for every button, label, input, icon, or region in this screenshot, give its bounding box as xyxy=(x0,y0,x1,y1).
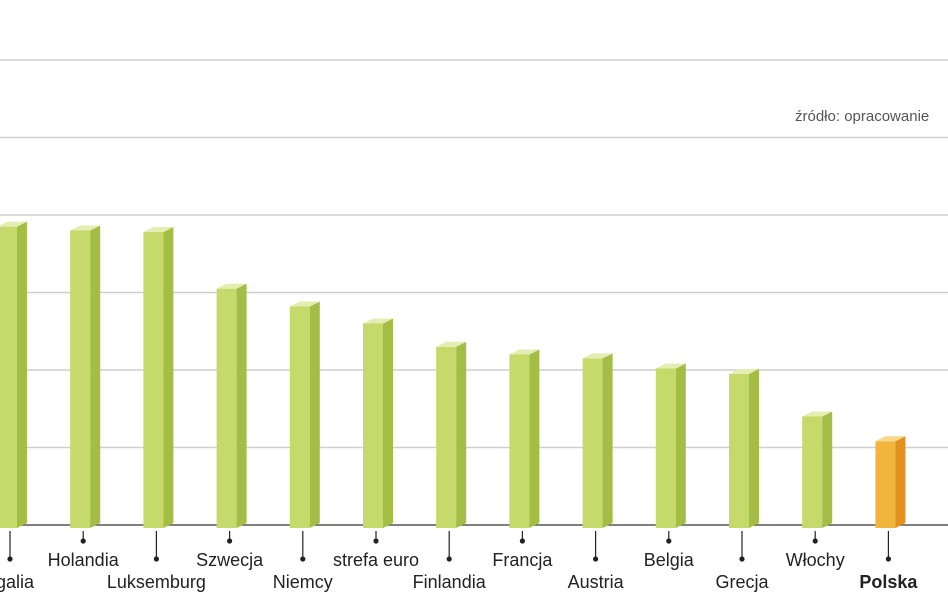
tick-dot xyxy=(666,538,672,544)
bar-side xyxy=(383,318,393,528)
bar-top xyxy=(875,436,906,442)
tick-dot xyxy=(227,538,233,544)
tick-label: Luksemburg xyxy=(107,572,206,592)
tick-dot xyxy=(812,538,818,544)
bar-side xyxy=(309,301,320,528)
tick-label: Grecja xyxy=(715,572,769,592)
tick-dot xyxy=(373,538,379,544)
bar-front xyxy=(582,358,603,528)
bar-side xyxy=(529,349,540,528)
bar-side xyxy=(90,225,101,528)
bar-top xyxy=(509,349,540,355)
bar-top xyxy=(729,368,759,374)
tick-label: Austria xyxy=(568,572,625,592)
tick-dot xyxy=(7,556,13,562)
bar-top xyxy=(363,318,393,324)
tick-label: Polska xyxy=(859,572,918,592)
bar-top xyxy=(70,225,101,231)
bar-top xyxy=(582,353,613,359)
bar-side xyxy=(749,368,759,528)
bar-front xyxy=(216,288,237,528)
tick-dot xyxy=(739,556,745,562)
bar-top xyxy=(655,363,686,369)
bar-side xyxy=(675,363,686,528)
tick-label: Szwecja xyxy=(196,550,264,570)
tick-label: Niemcy xyxy=(273,572,333,592)
bar-side xyxy=(456,341,467,528)
bar-front xyxy=(363,323,383,528)
tick-dot xyxy=(519,538,526,544)
tick-label: Finlandia xyxy=(413,572,487,592)
bar-front xyxy=(729,373,749,528)
bar-side xyxy=(17,221,27,528)
bar-front xyxy=(436,346,457,528)
tick-dot xyxy=(885,556,892,562)
tick-label: ugalia xyxy=(0,572,35,592)
bar-front xyxy=(802,416,823,528)
source-note: źródło: opracowanie xyxy=(795,108,930,125)
bar-front xyxy=(0,226,17,528)
bar-side xyxy=(822,411,833,528)
tick-dot xyxy=(80,538,86,544)
tick-dot xyxy=(300,556,306,562)
bar-front xyxy=(70,230,91,528)
tick-dot xyxy=(153,556,159,562)
bar-top xyxy=(0,221,27,227)
bar-top xyxy=(436,341,467,347)
bar-side xyxy=(163,227,174,529)
tick-dot xyxy=(593,556,599,562)
bar-front xyxy=(289,306,310,528)
bar-side xyxy=(602,353,613,528)
tick-label: Francja xyxy=(492,550,553,570)
tick-label: strefa euro xyxy=(333,550,419,570)
tick-label: Włochy xyxy=(786,550,845,570)
bar-front xyxy=(509,354,530,528)
tick-label: Holandia xyxy=(48,550,120,570)
bar-side xyxy=(895,436,906,528)
bar-top xyxy=(216,283,247,289)
bar-top xyxy=(802,411,833,417)
bar-front xyxy=(875,441,896,528)
bar-front xyxy=(655,368,676,528)
tick-label: Belgia xyxy=(644,550,695,570)
bar-side xyxy=(236,283,247,528)
bar-top xyxy=(289,301,320,307)
bar-top xyxy=(143,227,174,233)
bar-front xyxy=(143,232,164,529)
tick-dot xyxy=(446,556,452,562)
